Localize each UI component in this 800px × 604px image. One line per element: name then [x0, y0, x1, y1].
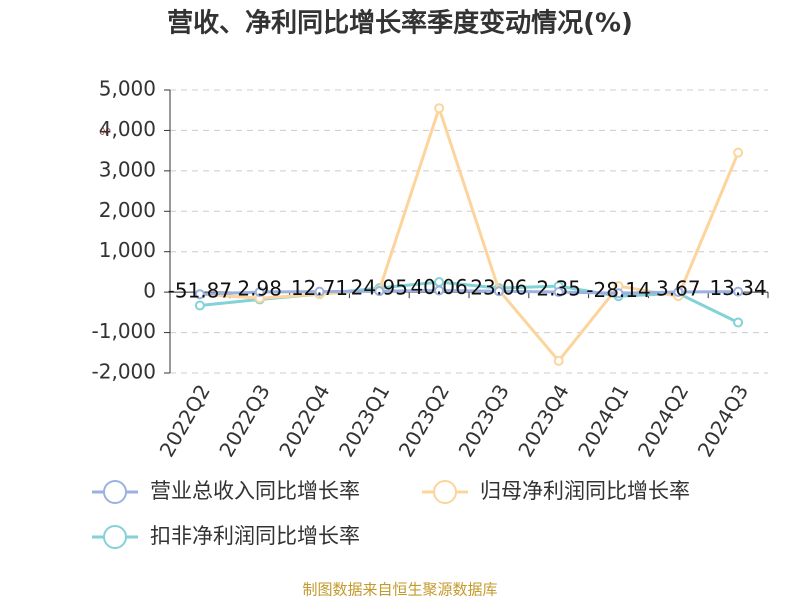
chart-title: 营收、净利同比增长率季度变动情况(%) — [167, 8, 633, 39]
x-tick-label: 2023Q1 — [334, 380, 394, 461]
point — [194, 300, 205, 311]
legend-label: 扣非净利润同比增长率 — [150, 524, 360, 548]
data-label: 2.98 — [237, 277, 282, 301]
point — [673, 286, 684, 297]
x-tick-label: 2023Q2 — [394, 380, 454, 461]
data-label: 40.06 — [410, 275, 467, 299]
point — [613, 288, 624, 299]
y-tick-label: 5,000 — [99, 77, 156, 101]
x-tick-label: 2022Q2 — [155, 380, 215, 461]
data-label: 13.34 — [709, 276, 766, 300]
legend-marker — [433, 480, 457, 504]
y-tick-label: 2,000 — [99, 198, 156, 222]
point — [434, 285, 445, 296]
y-tick-label: 3,000 — [99, 157, 156, 181]
series-line — [199, 103, 740, 364]
point — [733, 286, 744, 297]
x-tick-label: 2023Q3 — [454, 380, 514, 461]
data-label: -28.14 — [586, 278, 650, 302]
x-tick-label: 2024Q1 — [573, 380, 633, 461]
data-label: 12.71 — [291, 276, 348, 300]
series-line — [199, 289, 739, 296]
data-label: 23.06 — [470, 276, 527, 300]
point — [254, 287, 265, 298]
y-tick-label: 0 — [143, 279, 156, 303]
x-tick-label: 2022Q4 — [274, 380, 334, 461]
point — [194, 289, 205, 300]
point — [733, 147, 744, 158]
x-tick-label: 2024Q2 — [633, 380, 693, 461]
y-tick-label: -2,000 — [92, 360, 156, 384]
legend-marker — [103, 525, 127, 549]
legend-marker — [103, 480, 127, 504]
legend-label: 营业总收入同比增长率 — [150, 479, 360, 503]
point — [434, 103, 445, 114]
x-tick-label: 2023Q4 — [513, 380, 573, 461]
point — [733, 317, 744, 328]
y-tick-label: -1,000 — [92, 319, 156, 343]
point — [493, 286, 504, 297]
y-tick-label: 4,000 — [99, 117, 156, 141]
legend-label: 归母净利润同比增长率 — [480, 479, 690, 503]
point — [553, 355, 564, 366]
data-label: 2.35 — [536, 277, 581, 301]
point — [553, 287, 564, 298]
point — [374, 286, 385, 297]
data-label: 24.95 — [351, 276, 408, 300]
x-tick-label: 2024Q3 — [693, 380, 753, 461]
source-note: 制图数据来自恒生聚源数据库 — [302, 581, 497, 599]
data-label: 3.67 — [656, 276, 701, 300]
point — [314, 286, 325, 297]
y-tick-label: 1,000 — [99, 238, 156, 262]
x-tick-label: 2022Q3 — [214, 380, 274, 461]
data-label: -51.87 — [168, 279, 232, 303]
